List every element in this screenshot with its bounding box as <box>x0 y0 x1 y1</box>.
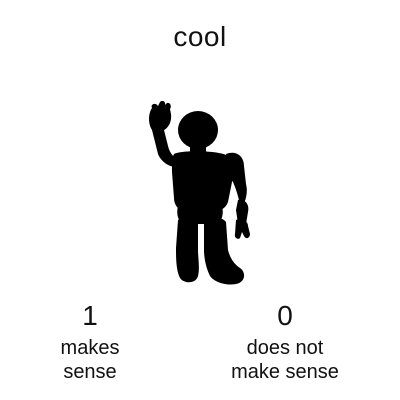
option-label-line1: does not <box>246 337 324 359</box>
stimulus-word: cool <box>173 21 227 52</box>
option-makes-sense[interactable]: 1 makes sense <box>40 300 140 384</box>
option-label-line1: makes <box>60 337 120 359</box>
option-does-not-make-sense[interactable]: 0 does not make sense <box>205 300 365 384</box>
robot-waving-silhouette-icon <box>149 101 250 285</box>
option-number: 1 <box>82 300 98 331</box>
option-number: 0 <box>277 300 293 331</box>
option-label-line2: make sense <box>231 361 339 383</box>
robot-figure <box>140 100 260 290</box>
option-label-line2: sense <box>63 361 117 383</box>
